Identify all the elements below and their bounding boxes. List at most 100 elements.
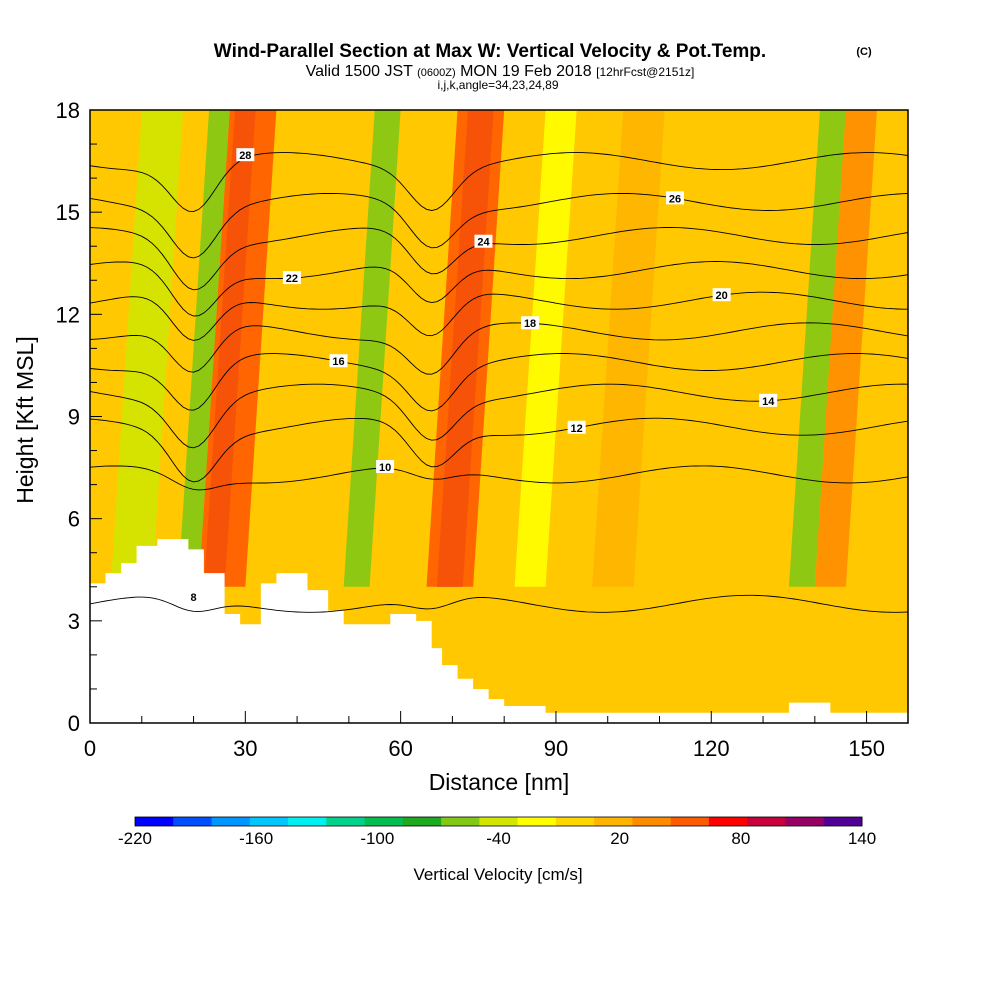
theta-contour-line [90,192,908,259]
colorbar-swatch [594,817,633,826]
theta-contour: 12 [90,417,908,483]
theta-contour-line [90,152,908,213]
contour-label-box [474,234,493,248]
contour-label: 24 [477,237,490,249]
y-tick-label: 18 [56,98,80,123]
contour-label-box [759,393,778,407]
contour-label: 12 [571,423,583,435]
colorbar-tick-label: 140 [848,829,876,848]
velocity-band [814,110,877,587]
colorbar-tick-label: 20 [610,829,629,848]
colorbar-swatch [364,817,404,826]
x-tick-label: 150 [848,736,885,761]
x-tick-label: 120 [693,736,730,761]
plot-area: 8 10 12 14 16 18 20 22 24 26 28 [90,110,908,723]
velocity-band-shape [592,110,665,587]
theta-contour: 28 [90,148,908,213]
theta-contour-line [90,594,908,613]
velocity-band [343,110,401,587]
copyright-mark: (C) [856,46,872,58]
contour-label-box [376,460,395,474]
contour-label-box [712,288,731,302]
y-tick-label: 15 [56,200,80,225]
theta-contour-line [90,227,908,291]
theta-contour-line [90,322,908,375]
colorbar-swatch [747,817,786,826]
contour-label: 14 [762,396,775,408]
velocity-band-shape [178,110,230,587]
grid-info: i,j,k,angle=34,23,24,89 [437,78,558,92]
valid-date: MON 19 Feb 2018 [460,63,592,80]
valid-prefix: Valid 1500 JST [306,63,414,80]
contour-label: 10 [379,462,391,474]
colorbar-tick-label: 80 [731,829,750,848]
colorbar-tick-label: -160 [239,829,273,848]
colorbar-tick-label: -220 [118,829,152,848]
theta-contour: 10 [90,460,908,491]
valid-utc: (0600Z) [417,67,456,79]
velocity-band-shape [343,110,401,587]
velocity-band-shape [788,110,846,587]
velocity-band [426,110,505,587]
velocity-band [592,110,665,587]
velocity-band-shape [426,110,505,587]
x-axis-ticks: 0 30 60 90 120 150 [84,711,885,761]
x-tick-label: 90 [544,736,568,761]
y-tick-label: 9 [68,405,80,430]
x-tick-label: 60 [388,736,412,761]
y-tick-label: 6 [68,507,80,532]
colorbar-label: Vertical Velocity [cm/s] [413,865,582,884]
colorbar-swatch [211,817,251,826]
colorbar-tick-label: -100 [360,829,394,848]
colorbar-swatch [288,817,327,826]
theta-contour: 24 [90,227,908,291]
velocity-band [178,110,230,587]
velocity-band-shape [514,110,577,587]
colorbar-swatch [632,817,672,826]
y-axis-ticks: 0 3 6 9 12 15 18 [56,98,102,736]
colorbar-swatch [708,817,748,826]
colorbar-swatch [823,817,863,826]
contour-label-box [521,316,540,330]
contour-label-box [236,148,255,162]
colorbar-swatch [441,817,480,826]
y-tick-label: 3 [68,609,80,634]
x-tick-label: 0 [84,736,96,761]
contour-label-box [567,420,586,434]
velocity-band-shape [110,110,184,587]
contour-label: 18 [524,318,536,330]
colorbar-swatch [326,817,366,826]
contour-label-box [282,271,301,285]
theta-contour: 26 [90,191,908,259]
x-axis-label: Distance [nm] [429,769,570,795]
velocity-band [198,110,277,587]
velocity-band-shape [814,110,877,587]
colorbar-swatch [173,817,213,826]
contour-label: 16 [332,356,344,368]
theta-contour: 20 [90,288,908,341]
y-axis-label: Height [Kft MSL] [12,336,38,503]
velocity-band [110,110,184,587]
contour-label: 26 [669,193,681,205]
chart-title: Wind-Parallel Section at Max W: Vertical… [214,41,766,62]
theta-contour-line [90,261,908,317]
colorbar-swatch [249,817,289,826]
contour-label-box [184,590,203,604]
colorbar-swatch [785,817,825,826]
velocity-band-shape [198,110,277,587]
theta-contour: 8 [90,590,908,613]
colorbar-swatch [135,817,174,826]
terrain-mask [90,539,908,723]
contour-label: 28 [239,150,251,162]
colorbar-tick-label: -40 [486,829,511,848]
theta-contour-line [90,417,908,483]
colorbar-swatch [670,817,710,826]
contour-label: 20 [715,290,727,302]
theta-contour: 14 [90,383,908,449]
velocity-band [788,110,846,587]
theta-contour: 16 [90,353,908,412]
theta-contour-line [90,291,908,341]
colorbar: -220 -160 -100 -40 20 80 140 [118,816,876,848]
colorbar-swatch [517,817,557,826]
